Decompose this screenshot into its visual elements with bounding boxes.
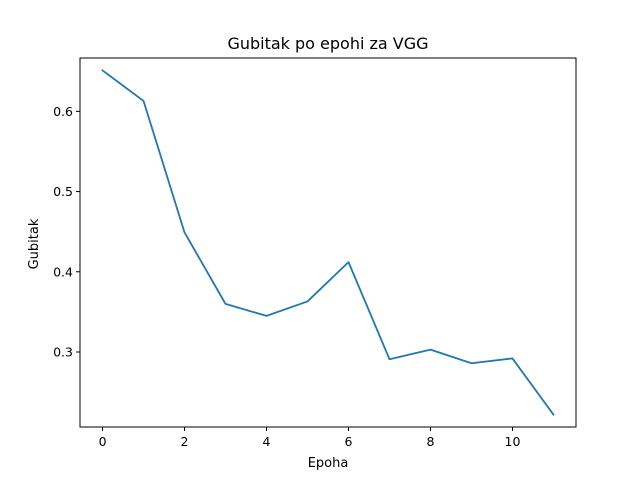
y-tick-label: 0.6 — [53, 104, 73, 119]
y-tick-label: 0.4 — [53, 264, 73, 279]
x-tick-label: 4 — [263, 434, 271, 449]
x-tick-label: 6 — [345, 434, 353, 449]
axes-frame — [79, 57, 577, 428]
chart-title: Gubitak po epohi za VGG — [227, 34, 428, 53]
plot-area: 0 2 4 6 8 10 0.3 0.4 0.5 0.6 — [53, 57, 577, 449]
y-tick-label: 0.5 — [53, 184, 73, 199]
x-tick-label: 0 — [99, 434, 107, 449]
x-tick-label: 10 — [505, 434, 521, 449]
x-axis-label: Epoha — [308, 456, 349, 471]
y-axis-label: Gubitak — [27, 218, 42, 269]
y-tick-label: 0.3 — [53, 344, 73, 359]
x-tick-label: 2 — [181, 434, 189, 449]
series-line-0 — [101, 69, 555, 416]
x-tick-label: 8 — [427, 434, 435, 449]
